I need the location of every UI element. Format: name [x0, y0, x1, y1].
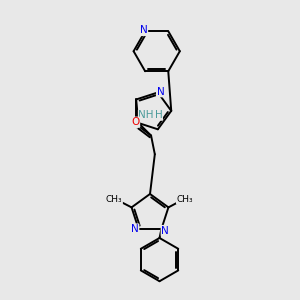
Text: O: O — [131, 117, 140, 127]
Text: N: N — [131, 224, 139, 234]
Text: S: S — [130, 118, 137, 128]
Text: CH₃: CH₃ — [106, 195, 122, 204]
Text: N: N — [157, 87, 164, 97]
Text: N: N — [161, 226, 169, 236]
Text: N: N — [140, 26, 148, 35]
Text: NH: NH — [139, 110, 154, 120]
Text: H: H — [155, 110, 162, 120]
Text: CH₃: CH₃ — [176, 195, 193, 204]
